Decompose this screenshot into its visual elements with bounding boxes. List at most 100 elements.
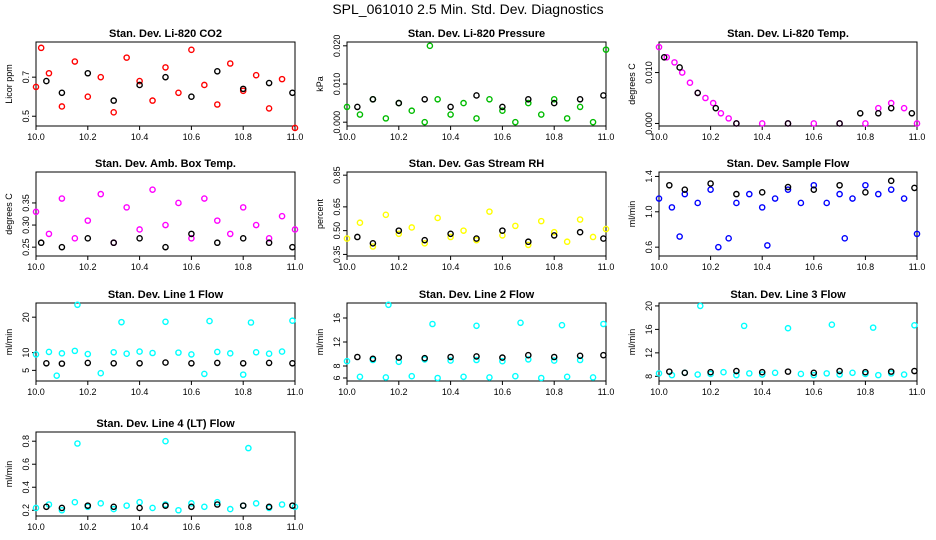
y-tick-label: 6 — [332, 375, 342, 380]
plot-panel: Stan. Dev. Line 4 (LT) Flow 10.0 10.2 10.4 1… — [4, 418, 303, 532]
x-tick-label: 10.0 — [338, 262, 356, 272]
data-point — [913, 230, 921, 238]
data-point — [426, 42, 434, 50]
y-tick-label: 0.6 — [644, 241, 654, 254]
data-point — [239, 235, 247, 242]
data-point — [447, 230, 454, 238]
data-point — [136, 359, 143, 367]
y-axis-label: degrees C — [4, 193, 14, 235]
data-point — [733, 120, 740, 127]
data-point — [810, 181, 818, 189]
plot-panel: Stan. Dev. Line 2 Flow 10.0 10.2 10.4 10.6 10… — [315, 289, 614, 397]
data-point — [239, 204, 247, 211]
data-point — [43, 77, 50, 85]
x-tick-label: 10.6 — [805, 262, 823, 272]
data-point — [473, 322, 480, 330]
x-tick-label: 10.0 — [650, 387, 668, 397]
x-tick-label: 10.4 — [442, 262, 460, 272]
x-tick-label: 10.8 — [234, 262, 252, 272]
data-point — [911, 184, 918, 192]
y-tick-label: 0.35 — [21, 194, 31, 212]
y-axis-label: kPa — [315, 76, 325, 92]
data-point — [771, 195, 779, 202]
data-point — [600, 92, 607, 99]
data-point — [188, 235, 195, 242]
x-tick-label: 10.0 — [27, 132, 45, 142]
data-point — [343, 235, 351, 242]
x-tick-label: 10.2 — [79, 132, 97, 142]
data-point — [841, 235, 849, 242]
data-point — [395, 230, 403, 238]
plot-frame — [35, 302, 296, 382]
plot-frame — [346, 171, 607, 257]
data-point — [828, 321, 836, 328]
data-point — [149, 504, 156, 512]
plot-panel: Stan. Dev. Line 1 Flow 10.0 10.2 10.4 10.6 10… — [4, 289, 303, 397]
data-point — [123, 204, 130, 211]
x-tick-label: 10.6 — [494, 132, 512, 142]
y-tick-label: 8 — [644, 374, 654, 379]
data-point — [486, 208, 493, 215]
data-point — [660, 53, 668, 61]
data-point — [343, 103, 351, 111]
data-point — [71, 347, 79, 355]
data-point — [213, 68, 221, 75]
data-point — [499, 107, 506, 115]
data-point — [118, 318, 125, 326]
data-point — [245, 444, 252, 452]
data-point — [836, 190, 843, 198]
plot-frame — [35, 41, 296, 127]
data-point — [862, 368, 869, 376]
data-point — [136, 77, 143, 85]
data-point — [856, 109, 864, 117]
data-point — [58, 360, 66, 367]
x-tick-label: 11.0 — [909, 132, 926, 142]
y-axis-label: ml/min — [4, 461, 14, 488]
data-point — [356, 219, 364, 227]
data-point — [600, 235, 607, 242]
data-point — [252, 348, 260, 356]
x-tick-label: 10.8 — [857, 262, 875, 272]
data-point — [213, 359, 221, 367]
data-point — [149, 97, 156, 104]
x-tick-label: 10.2 — [702, 132, 720, 142]
y-tick-label: 0.2 — [21, 504, 31, 517]
data-point — [84, 359, 92, 367]
data-point — [499, 227, 506, 234]
data-point — [550, 232, 558, 239]
plot-panel: Stan. Dev. Line 3 Flow 10.0 10.2 10.4 10.6 10… — [627, 289, 925, 397]
data-point — [681, 190, 689, 198]
x-tick-label: 10.4 — [753, 387, 771, 397]
data-point — [278, 212, 286, 220]
y-tick-label: 0.35 — [332, 246, 342, 264]
data-point — [58, 350, 66, 357]
x-tick-label: 10.8 — [857, 132, 875, 142]
data-point — [810, 186, 818, 193]
data-point — [354, 233, 361, 241]
data-point — [149, 349, 156, 357]
x-tick-label: 10.4 — [131, 132, 149, 142]
data-point — [887, 186, 895, 193]
x-tick-label: 10.6 — [805, 132, 823, 142]
data-point — [408, 372, 416, 380]
data-point — [71, 58, 79, 65]
y-tick-label: 12 — [644, 348, 654, 358]
x-tick-label: 10.4 — [442, 387, 460, 397]
data-point — [136, 504, 143, 512]
data-point — [875, 371, 882, 379]
data-point — [473, 356, 480, 364]
y-tick-label: 16 — [332, 313, 342, 323]
x-tick-label: 10.4 — [131, 262, 149, 272]
data-point — [758, 204, 766, 211]
data-point — [123, 350, 130, 358]
data-point — [278, 501, 286, 508]
x-tick-label: 10.6 — [494, 262, 512, 272]
y-axis-label: ml/min — [4, 329, 14, 356]
x-tick-label: 10.0 — [338, 387, 356, 397]
data-point — [213, 498, 221, 506]
data-point — [289, 502, 296, 509]
data-point — [369, 240, 377, 247]
data-point — [226, 350, 234, 357]
data-point — [45, 69, 53, 77]
data-point — [537, 217, 545, 225]
